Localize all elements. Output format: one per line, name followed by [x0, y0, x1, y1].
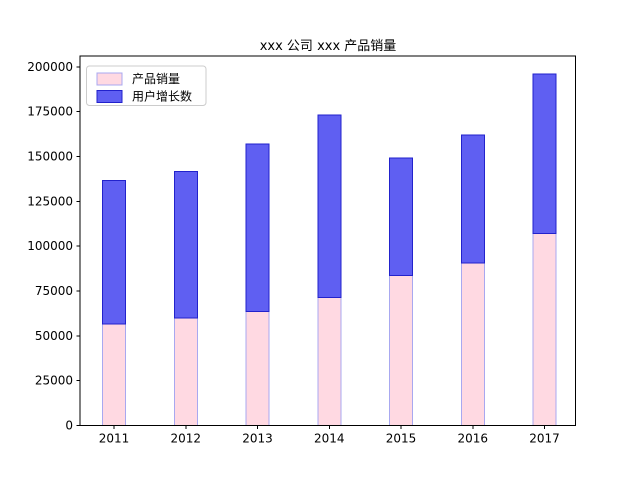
y-tick-label: 200000 [27, 60, 73, 74]
bar-segment-2017-0 [532, 233, 557, 426]
x-tick-label-2016: 2016 [457, 432, 488, 446]
bar-segment-2014-1 [317, 114, 342, 298]
chart-title: xxx 公司 xxx 产品销量 [260, 39, 397, 54]
legend-label-0: 产品销量 [132, 72, 180, 86]
legend-swatch-0 [96, 72, 123, 86]
legend: 产品销量 用户增长数 [86, 65, 207, 106]
legend-swatch-1 [96, 90, 123, 103]
bar-segment-2015-1 [389, 157, 413, 277]
x-tick-label-2015: 2015 [386, 432, 417, 446]
axes-spines [79, 55, 576, 426]
bar-segment-2016-1 [460, 134, 485, 264]
x-tick-label-2011: 2011 [99, 432, 130, 446]
y-tick-label: 175000 [27, 105, 73, 119]
y-tick-label: 50000 [35, 329, 73, 343]
bar-segment-2015-0 [389, 275, 413, 427]
plot-area: 0 25000 50000 75000 100000 125000 150000 175000… [27, 55, 576, 446]
y-tick-label: 25000 [35, 374, 73, 388]
x-tick-label-2017: 2017 [529, 432, 560, 446]
bar-segment-2012-0 [173, 317, 198, 426]
x-tick-label-2013: 2013 [242, 432, 273, 446]
bar-segment-2016-0 [460, 262, 485, 427]
y-tick-label: 0 [65, 419, 73, 433]
bar-segment-2013-1 [245, 143, 270, 313]
y-tick-label: 125000 [27, 194, 73, 208]
x-tick-label-2014: 2014 [314, 432, 345, 446]
bar-segment-2011-0 [102, 323, 126, 427]
legend-label-1: 用户增长数 [132, 89, 192, 104]
y-tick-label: 150000 [27, 149, 73, 163]
bar-segment-2012-1 [173, 171, 198, 319]
bar-segment-2017-1 [532, 73, 557, 235]
x-tick-label-2012: 2012 [170, 432, 201, 446]
bar-segment-2014-0 [317, 296, 342, 426]
y-tick-label: 100000 [27, 239, 73, 253]
bar-segment-2013-0 [245, 311, 270, 427]
y-tick-label: 75000 [35, 284, 73, 298]
bar-segment-2011-1 [102, 180, 126, 325]
